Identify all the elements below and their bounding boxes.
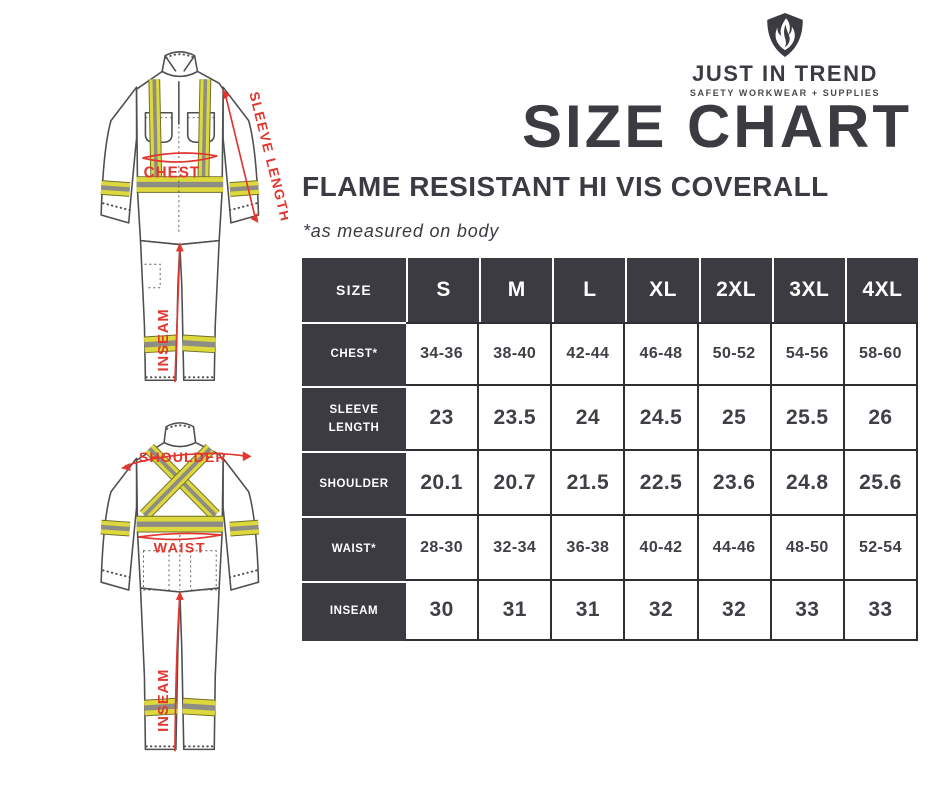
table-cell: 21.5 — [552, 451, 626, 516]
table-cell: 50-52 — [698, 322, 772, 386]
table-cell: 32-34 — [479, 516, 553, 581]
front-inseam-label: INSEAM — [156, 308, 172, 371]
back-waist-stripe — [100, 515, 260, 537]
table-cell: 23.5 — [479, 386, 553, 451]
table-cell: 24 — [552, 386, 626, 451]
brand-name: JUST IN TREND — [692, 61, 878, 86]
table-cell: 32 — [625, 581, 699, 641]
row-label-waist: WAIST* — [302, 516, 406, 581]
table-cell: 22.5 — [625, 451, 699, 516]
front-collar-flaps — [164, 55, 196, 72]
back-collar-stitch — [166, 424, 194, 430]
table-cell: 46-48 — [625, 322, 699, 386]
table-cell: 40-42 — [625, 516, 699, 581]
row-label-sleeve-length: SLEEVE LENGTH — [302, 386, 406, 451]
table-col-header-4xl: 4XL — [844, 258, 918, 322]
front-left-cuff-stitch — [102, 202, 131, 212]
coverall-front-illustration: CHEST SLEEVE LENGTH INSEAM — [100, 51, 288, 383]
table-cell: 25.5 — [771, 386, 845, 451]
front-right-leg — [179, 239, 220, 382]
table-cell: 20.7 — [479, 451, 553, 516]
shield-flame-icon — [767, 13, 803, 57]
table-cell: 44-46 — [698, 516, 772, 581]
back-leg-stripes — [143, 697, 216, 717]
measurement-note: *as measured on body — [303, 221, 500, 241]
table-cell: 33 — [844, 581, 918, 641]
table-cell: 32 — [698, 581, 772, 641]
table-cell: 23 — [406, 386, 480, 451]
table-col-header-m: M — [479, 258, 553, 322]
table-cell: 20.1 — [406, 451, 480, 516]
table-col-header-3xl: 3XL — [771, 258, 845, 322]
back-collar — [163, 422, 197, 448]
table-cell: 42-44 — [552, 322, 626, 386]
coverall-back-illustration: SHOULDER WAIST INSEAM — [100, 422, 260, 752]
row-label-inseam: INSEAM — [302, 581, 406, 641]
table-col-header-2xl: 2XL — [698, 258, 772, 322]
row-label-shoulder: SHOULDER — [302, 451, 406, 516]
table-cell: 24.5 — [625, 386, 699, 451]
back-left-cuff-stitch — [102, 569, 131, 579]
table-cell: 36-38 — [552, 516, 626, 581]
table-col-header-xl: XL — [625, 258, 699, 322]
table-col-header-size: SIZE — [302, 258, 406, 322]
table-cell: 48-50 — [771, 516, 845, 581]
front-collar — [161, 51, 199, 78]
table-cell: 28-30 — [406, 516, 480, 581]
table-cell: 34-36 — [406, 322, 480, 386]
brand-block: JUST IN TREND SAFETY WORKWEAR + SUPPLIES — [645, 12, 925, 98]
table-cell: 31 — [479, 581, 553, 641]
table-cell: 58-60 — [844, 322, 918, 386]
back-cross-stripes — [139, 443, 220, 520]
front-waist-stripe — [100, 176, 260, 197]
table-cell: 26 — [844, 386, 918, 451]
table-cell: 31 — [552, 581, 626, 641]
back-inseam-label: INSEAM — [156, 669, 172, 732]
table-cell: 33 — [771, 581, 845, 641]
back-right-leg — [179, 587, 220, 751]
back-right-pocket — [190, 550, 217, 591]
front-collar-stitch — [165, 53, 195, 59]
table-cell: 23.6 — [698, 451, 772, 516]
size-table: SIZE S M L XL 2XL 3XL 4XL CHEST* 34-36 3… — [302, 258, 918, 641]
product-subtitle: FLAME RESISTANT HI VIS COVERALL — [302, 171, 829, 202]
back-right-cuff-stitch — [229, 569, 258, 579]
back-left-pocket — [142, 550, 170, 591]
back-shoulder-label: SHOULDER — [139, 450, 227, 466]
table-cell: 24.8 — [771, 451, 845, 516]
front-leg-stripes — [143, 334, 216, 354]
brand-tagline: SAFETY WORKWEAR + SUPPLIES — [689, 88, 881, 99]
front-left-sleeve — [100, 86, 138, 224]
table-cell: 52-54 — [844, 516, 918, 581]
table-cell: 25.6 — [844, 451, 918, 516]
back-waist-label: WAIST — [154, 541, 206, 557]
table-cell: 25 — [698, 386, 772, 451]
page-title: SIZE CHART — [522, 93, 912, 160]
table-cell: 54-56 — [771, 322, 845, 386]
table-col-header-l: L — [552, 258, 626, 322]
table-cell: 38-40 — [479, 322, 553, 386]
table-col-header-s: S — [406, 258, 480, 322]
row-label-chest: CHEST* — [302, 322, 406, 386]
table-cell: 30 — [406, 581, 480, 641]
back-annotations: SHOULDER WAIST INSEAM — [120, 450, 252, 752]
front-chest-label: CHEST — [144, 165, 201, 182]
